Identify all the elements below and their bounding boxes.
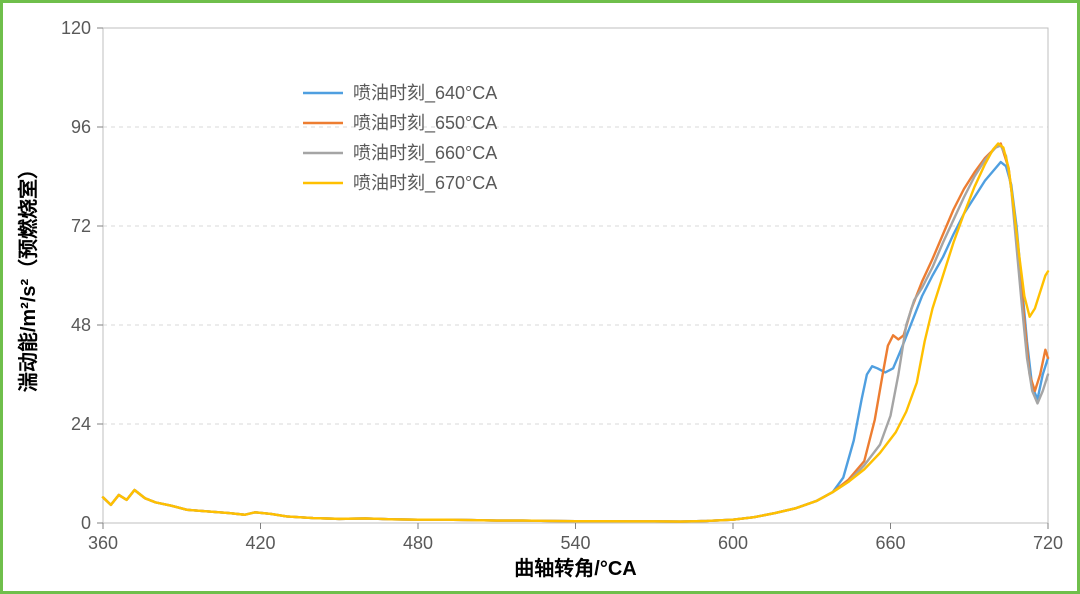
x-tick-label: 540 bbox=[560, 533, 590, 553]
y-tick-label: 48 bbox=[71, 315, 91, 335]
line-chart: 360 420 480 540 600 660 720 0 24 48 72 96 120 曲轴转角/°C… bbox=[3, 3, 1077, 591]
y-tick-label: 120 bbox=[61, 18, 91, 38]
legend-label: 喷油时刻_670°CA bbox=[353, 173, 497, 194]
y-tick-label: 96 bbox=[71, 117, 91, 137]
x-tick-label: 600 bbox=[718, 533, 748, 553]
x-tick-label: 420 bbox=[245, 533, 275, 553]
y-tick-label: 24 bbox=[71, 414, 91, 434]
x-tick-label: 720 bbox=[1033, 533, 1063, 553]
legend-label: 喷油时刻_660°CA bbox=[353, 143, 497, 164]
y-tick-label: 0 bbox=[81, 513, 91, 533]
x-tick-label: 480 bbox=[403, 533, 433, 553]
legend-label: 喷油时刻_640°CA bbox=[353, 83, 497, 104]
legend-label: 喷油时刻_650°CA bbox=[353, 113, 497, 134]
x-tick-label: 660 bbox=[875, 533, 905, 553]
chart-frame: 360 420 480 540 600 660 720 0 24 48 72 96 120 曲轴转角/°C… bbox=[0, 0, 1080, 594]
y-tick-label: 72 bbox=[71, 216, 91, 236]
y-axis-label: 湍动能/m²/s²（预燃烧室） bbox=[16, 159, 40, 392]
x-tick-label: 360 bbox=[88, 533, 118, 553]
x-axis-label: 曲轴转角/°CA bbox=[514, 556, 636, 580]
chart-container: 360 420 480 540 600 660 720 0 24 48 72 96 120 曲轴转角/°C… bbox=[3, 3, 1077, 591]
